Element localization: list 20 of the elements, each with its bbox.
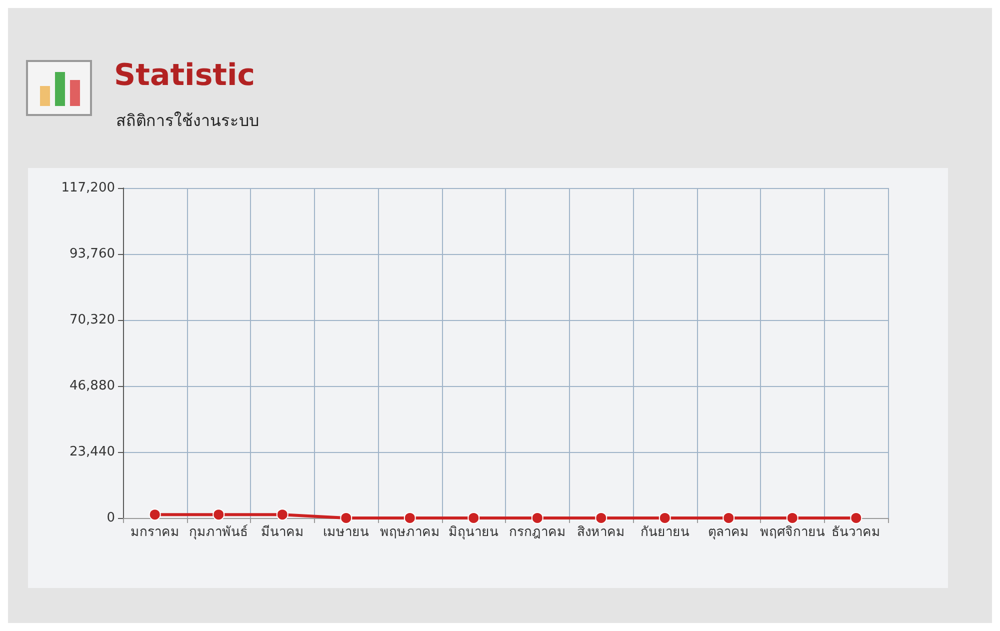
x-tick-label: มกราคม [130,525,180,540]
y-tick-label: 46,880 [70,378,115,394]
x-tick-label: กันยายน [640,525,690,540]
y-tick-label: 70,320 [70,312,115,328]
chart-title: Statistic [114,58,256,93]
y-tick-label: 0 [106,510,115,526]
x-tick-label: เมษายน [323,525,370,540]
x-tick-label: ตุลาคม [708,525,750,540]
y-tick-label: 23,440 [70,444,115,460]
x-tick-label: มิถุนายน [448,525,499,540]
y-tick-label: 93,760 [70,246,115,262]
y-tick-label: 117,200 [61,180,115,196]
x-tick-label: มีนาคม [260,524,304,540]
chart-subtitle: สถิติการใช้งานระบบ [116,110,259,132]
x-tick-label: พฤศจิกายน [760,525,825,540]
x-tick-label: พฤษภาคม [380,525,440,540]
x-tick-label: กุมภาพันธ์ [189,524,248,540]
x-tick-label: กรกฎาคม [508,525,566,540]
x-tick-label: สิงหาคม [577,525,626,540]
x-tick-label: ธันวาคม [832,525,881,540]
